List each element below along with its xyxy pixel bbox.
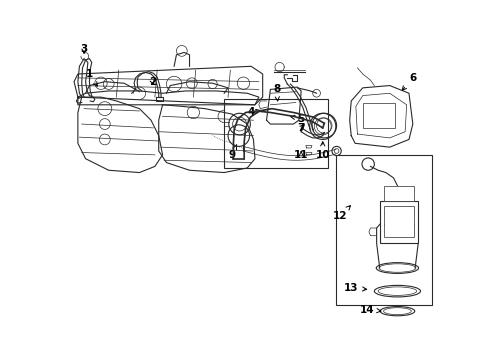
Text: 4: 4	[247, 108, 261, 117]
Text: 11: 11	[294, 150, 308, 160]
Text: 6: 6	[402, 73, 416, 90]
Text: 3: 3	[80, 44, 88, 54]
Text: 14: 14	[359, 305, 381, 315]
Bar	[224, 99, 328, 168]
Bar	[384, 186, 414, 201]
Text: 5: 5	[291, 114, 305, 123]
Text: 13: 13	[344, 283, 367, 293]
Bar	[384, 206, 414, 237]
Bar	[363, 103, 395, 128]
Text: 9: 9	[228, 144, 237, 160]
Text: 10: 10	[316, 142, 330, 160]
Bar	[336, 155, 432, 305]
Text: 7: 7	[297, 123, 305, 133]
Text: 1: 1	[86, 69, 98, 86]
Text: 2: 2	[149, 77, 156, 87]
Bar	[380, 201, 418, 243]
Text: 8: 8	[273, 84, 280, 101]
Text: 12: 12	[332, 206, 350, 221]
